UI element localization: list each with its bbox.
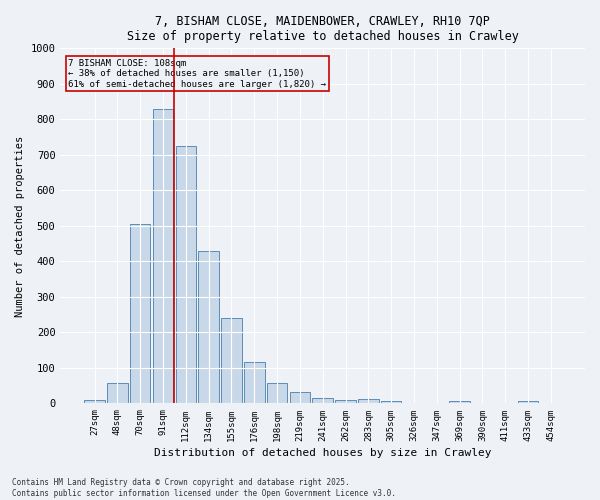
Bar: [335, 400, 356, 404]
Bar: [221, 318, 242, 404]
Bar: [313, 398, 333, 404]
Bar: [290, 392, 310, 404]
Bar: [267, 383, 287, 404]
Bar: [84, 400, 105, 404]
Bar: [153, 110, 173, 404]
Text: 7 BISHAM CLOSE: 108sqm
← 38% of detached houses are smaller (1,150)
61% of semi-: 7 BISHAM CLOSE: 108sqm ← 38% of detached…: [68, 59, 326, 89]
Bar: [358, 399, 379, 404]
Bar: [449, 400, 470, 404]
Text: Contains HM Land Registry data © Crown copyright and database right 2025.
Contai: Contains HM Land Registry data © Crown c…: [12, 478, 396, 498]
Title: 7, BISHAM CLOSE, MAIDENBOWER, CRAWLEY, RH10 7QP
Size of property relative to det: 7, BISHAM CLOSE, MAIDENBOWER, CRAWLEY, R…: [127, 15, 518, 43]
Bar: [518, 402, 538, 404]
Bar: [199, 252, 219, 404]
Bar: [381, 401, 401, 404]
Bar: [107, 383, 128, 404]
X-axis label: Distribution of detached houses by size in Crawley: Distribution of detached houses by size …: [154, 448, 491, 458]
Bar: [176, 146, 196, 404]
Y-axis label: Number of detached properties: Number of detached properties: [15, 136, 25, 316]
Bar: [244, 362, 265, 404]
Bar: [130, 224, 151, 404]
